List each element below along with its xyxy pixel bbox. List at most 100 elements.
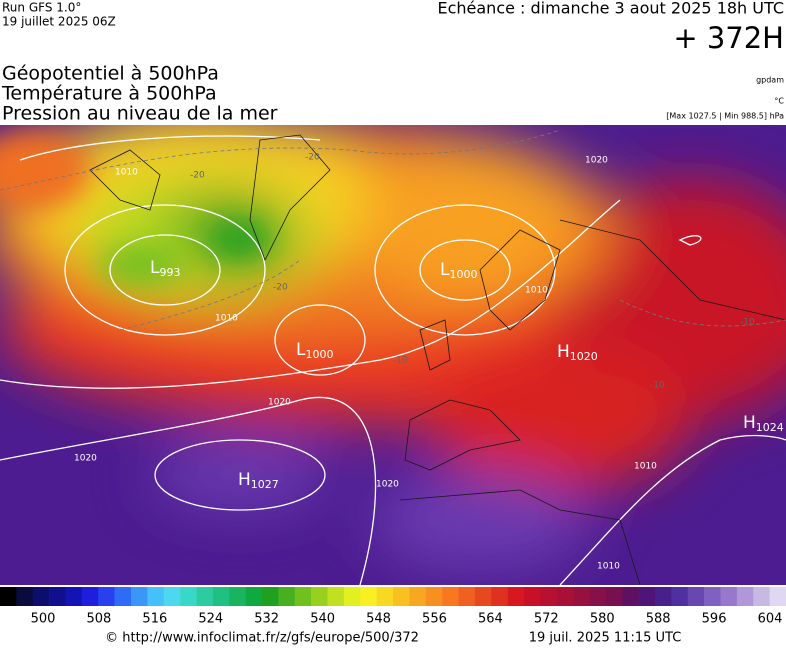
lead-time: + 372H <box>673 21 784 55</box>
isotherm-label: -20 <box>305 153 320 163</box>
center-value: 1000 <box>449 268 477 281</box>
center-value: 1000 <box>305 348 333 361</box>
colorbar-swatch <box>147 587 165 606</box>
colorbar-swatch <box>605 587 623 606</box>
colorbar-tick-label: 516 <box>142 612 167 627</box>
unit: °C <box>774 97 784 106</box>
colorbar-swatch <box>491 587 508 606</box>
isobar-label: 1010 <box>525 286 548 296</box>
field: Pression au niveau de la mer <box>2 103 278 125</box>
colorbar-swatch <box>458 587 476 606</box>
isotherm-label: -10 <box>650 381 665 391</box>
colorbar-swatch <box>262 587 279 606</box>
colorbar-tick-label: 572 <box>534 612 559 627</box>
colorbar-tick-label: 500 <box>31 612 56 627</box>
isotherm-label: -10 <box>740 318 755 328</box>
field-detail <box>0 130 270 283</box>
colorbar-swatch <box>229 587 246 606</box>
colorbar-swatch <box>507 587 525 606</box>
colorbar-swatch <box>98 587 115 606</box>
colorbar-swatch <box>327 587 345 606</box>
isobar-label: 1020 <box>74 454 97 464</box>
field: Température à 500hPa <box>1 83 217 105</box>
isobars <box>0 135 786 585</box>
colorbar-swatch <box>638 587 656 606</box>
isobar-label: 1010 <box>115 168 138 178</box>
field-shading <box>0 125 786 570</box>
colorbar-tick-label: 548 <box>366 612 391 627</box>
isotherms <box>0 129 786 331</box>
isobar-label: 1020 <box>376 480 399 490</box>
colorbar: 500 508 516 524 532 540 548 556 564 572 580 588 596 6… <box>0 587 786 627</box>
colorbar-swatch <box>114 587 132 606</box>
colorbar-swatch <box>294 587 312 606</box>
colorbar-swatch <box>278 587 296 606</box>
run: Run GFS 1.0° <box>2 1 81 15</box>
isobar-label: 1020 <box>585 156 608 166</box>
pressure-range: [Max 1027.5 | Min 988.5] hPa <box>666 112 784 121</box>
colorbar-tick-label: 556 <box>422 612 447 627</box>
colorbar-swatch <box>16 587 34 606</box>
center-letter: H <box>238 470 251 490</box>
colorbar-swatch <box>736 587 754 606</box>
footer-timestamp: 19 juil. 2025 11:15 UTC <box>529 631 682 646</box>
colorbar-swatch <box>49 587 66 606</box>
center-letter: L <box>150 258 160 278</box>
colorbar-swatch <box>0 587 17 606</box>
colorbar-swatch <box>212 587 230 606</box>
pressure-center: L1000 <box>440 260 477 281</box>
center-value: 1027 <box>251 478 279 491</box>
pressure-center: L993 <box>150 258 180 279</box>
center-value: 1020 <box>570 350 598 363</box>
pressure-center: L1000 <box>296 340 333 361</box>
colorbar-swatch <box>163 587 181 606</box>
colorbar-swatch <box>524 587 541 606</box>
colorbar-tick-label: 564 <box>478 612 503 627</box>
isobar-label: 1020 <box>268 398 291 408</box>
colorbar-swatch <box>360 587 377 606</box>
colorbar-tick-label: 508 <box>87 612 112 627</box>
colorbar-swatch <box>622 587 639 606</box>
colorbar-swatch <box>32 587 50 606</box>
center-value: 993 <box>159 266 180 279</box>
colorbar-swatch <box>409 587 427 606</box>
center-value: 1024 <box>756 421 784 434</box>
colorbar-swatch <box>343 587 361 606</box>
footer-url: © http://www.infoclimat.fr/z/gfs/europe/… <box>105 631 419 646</box>
unit: gpdam <box>756 76 784 85</box>
pressure-center: H1020 <box>557 342 598 363</box>
isotherm-label: -20 <box>190 171 205 181</box>
echeance: Echéance : dimanche 3 aout 2025 18h UTC <box>437 0 784 18</box>
colorbar-swatch <box>131 587 148 606</box>
pressure-center: H1024 <box>743 413 784 434</box>
colorbar-swatch <box>720 587 738 606</box>
colorbar-swatch <box>671 587 689 606</box>
center-letter: L <box>296 340 306 360</box>
colorbar-swatch <box>540 587 558 606</box>
colorbar-tick-label: 596 <box>702 612 727 627</box>
colorbar-swatch <box>687 587 705 606</box>
center-letter: H <box>557 342 570 362</box>
coastlines <box>89 134 786 585</box>
colorbar-swatch <box>245 587 263 606</box>
colorbar-swatch <box>769 587 786 606</box>
colorbar-swatch <box>311 587 328 606</box>
colorbar-swatch <box>393 587 410 606</box>
colorbar-swatch <box>442 587 459 606</box>
isobar-label: 1010 <box>215 314 238 324</box>
colorbar-swatch <box>180 587 197 606</box>
colorbar-swatch <box>474 587 492 606</box>
colorbar-tick-label: 540 <box>310 612 335 627</box>
colorbar-tick-label: 524 <box>198 612 223 627</box>
colorbar-swatch <box>589 587 607 606</box>
colorbar-swatch <box>753 587 770 606</box>
isotherm-label: -20 <box>273 283 288 293</box>
colorbar-swatch <box>556 587 574 606</box>
run-date: 19 juillet 2025 06Z <box>2 15 116 29</box>
colorbar-swatch <box>425 587 443 606</box>
isobar-label: 1010 <box>634 462 657 472</box>
colorbar-swatch <box>81 587 99 606</box>
